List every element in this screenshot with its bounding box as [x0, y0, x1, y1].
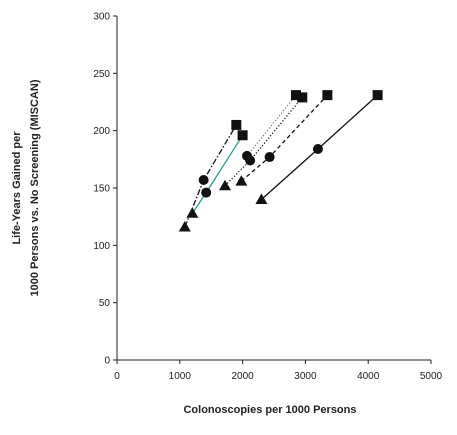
- y-tick-label: 250: [93, 69, 110, 80]
- x-tick-label: 2000: [231, 371, 254, 382]
- triangle-marker: [235, 175, 248, 186]
- square-marker: [372, 90, 383, 101]
- y-tick-label: 0: [104, 356, 110, 367]
- x-tick-label: 5000: [420, 371, 443, 382]
- series-line-5: [191, 134, 244, 214]
- x-tick-label: 1000: [169, 371, 192, 382]
- x-tick-label: 4000: [357, 371, 380, 382]
- marker-layer: [178, 90, 383, 232]
- series-layer: [184, 94, 379, 228]
- square-marker: [237, 130, 248, 141]
- circle-marker: [241, 150, 252, 161]
- y-tick-label: 100: [93, 241, 110, 252]
- y-tick-label: 150: [93, 184, 110, 195]
- y-tick-label: 50: [99, 298, 111, 309]
- square-marker: [297, 92, 308, 103]
- series-line-4: [246, 94, 297, 157]
- circle-marker: [201, 187, 212, 198]
- circle-marker: [264, 152, 275, 163]
- y-axis-label-line-1: Life-Years Gained per: [11, 131, 23, 245]
- circle-marker: [312, 144, 323, 155]
- x-tick-label: 0: [114, 371, 120, 382]
- triangle-marker: [219, 179, 232, 191]
- x-tick-label: 3000: [294, 371, 317, 382]
- y-tick-label: 200: [93, 126, 110, 137]
- series-line-2: [240, 94, 328, 182]
- y-axis-label-line-2: 1000 Persons vs. No Screening (MISCAN): [29, 79, 41, 296]
- y-tick-label: 300: [93, 12, 110, 23]
- triangle-marker: [178, 220, 191, 232]
- square-marker: [290, 90, 301, 101]
- x-axis-label: Colonoscopies per 1000 Persons: [183, 404, 356, 416]
- triangle-marker: [255, 193, 268, 204]
- square-marker: [231, 119, 242, 130]
- series-line-3: [224, 96, 303, 187]
- circle-marker: [198, 174, 209, 185]
- square-marker: [322, 90, 333, 101]
- triangle-marker: [186, 207, 199, 218]
